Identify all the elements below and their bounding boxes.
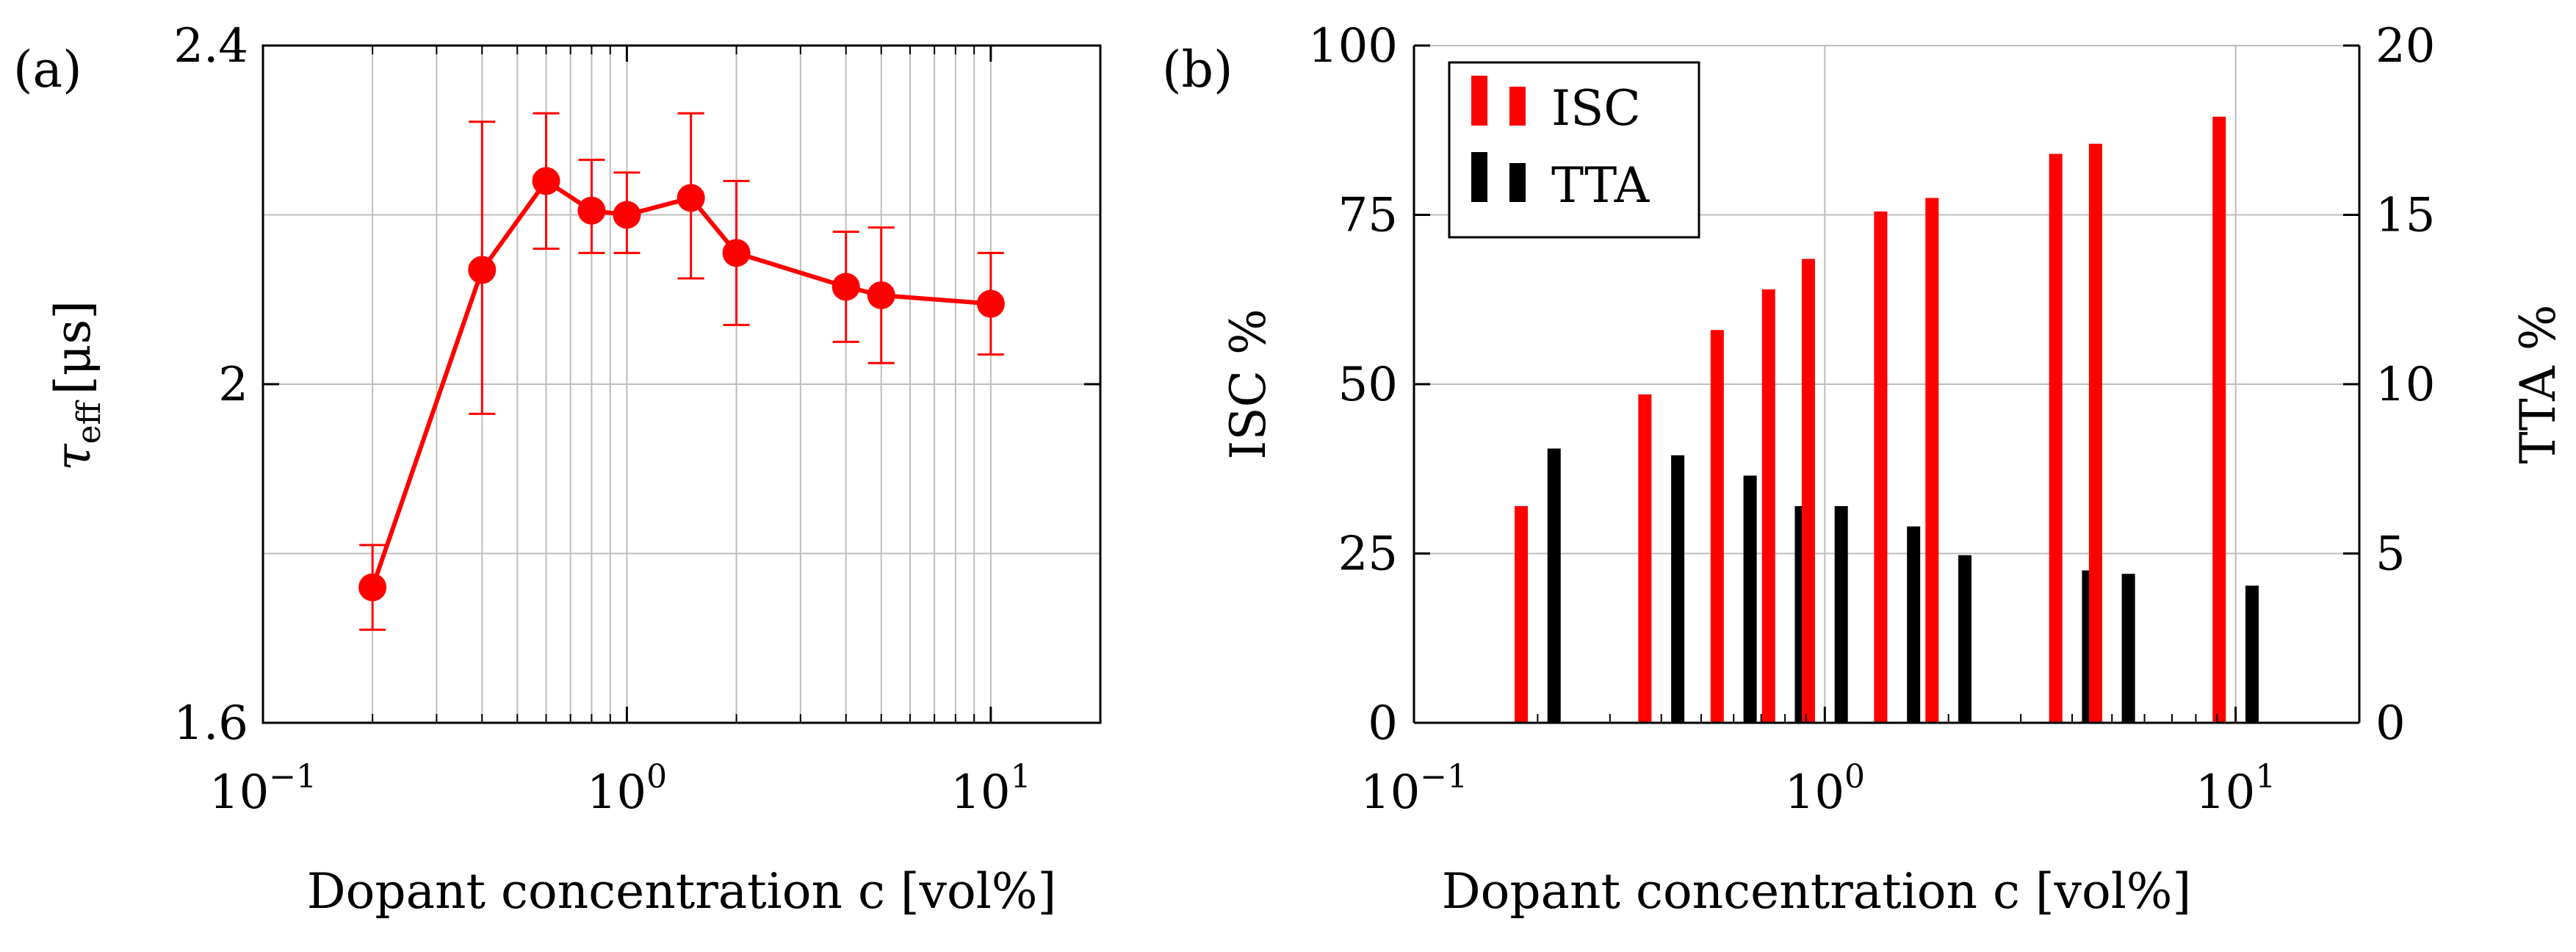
isc-bar: [2212, 116, 2226, 723]
tau-eff-line: [370, 178, 992, 588]
panel-b-ylabel-right: TTA %: [2510, 304, 2566, 464]
panel-a-xtick-label-base: 10: [587, 765, 646, 820]
panel-a-grid: [262, 45, 1100, 724]
panel-b-ytick-right-label: 20: [2375, 19, 2435, 73]
panel-a-xtick-label: 10−1: [209, 758, 317, 820]
panel-b-xtick-label-base: 10: [1360, 765, 1420, 820]
legend-tta-swatch-2: [1509, 163, 1526, 202]
panel-b-bars: [1514, 116, 2259, 723]
isc-bar: [1710, 330, 1724, 723]
isc-bar: [1874, 211, 1888, 723]
panel-a-ylabel-sub: eff: [71, 400, 108, 444]
data-point: [358, 573, 387, 602]
data-point: [677, 184, 705, 212]
panel-b-xtick-label: 100: [1785, 758, 1865, 820]
data-point: [577, 196, 606, 225]
panel-a-ylabel: τeff [μs]: [45, 300, 108, 471]
panel-b-xtick-label: 101: [2196, 758, 2276, 820]
panel-a-series: [358, 112, 1005, 631]
panel-b-label: (b): [1162, 41, 1233, 99]
tta-bar: [1547, 448, 1561, 723]
panel-b-ytick-left-label: 25: [1338, 527, 1398, 582]
panel-b-xtick-label-exp: −1: [1420, 758, 1468, 796]
panel-b-ytick-left-label: 0: [1368, 696, 1398, 751]
panel-b-xtick-label-exp: 0: [1844, 758, 1865, 796]
legend-tta-label: TTA: [1551, 157, 1650, 214]
data-point: [613, 201, 641, 229]
tta-bar: [1671, 455, 1685, 723]
panel-a-ytick-label: 2: [218, 358, 248, 412]
data-point: [532, 167, 560, 195]
isc-bar: [1761, 289, 1775, 723]
legend: ISC TTA: [1448, 61, 1700, 239]
legend-isc-label: ISC: [1551, 80, 1641, 137]
panel-a-ytick-label: 2.4: [173, 19, 248, 73]
svg-text:τeff[μs]: τeff [μs]: [45, 300, 108, 471]
panel-a-ylabel-symbol: τ: [45, 443, 101, 471]
panel-a-xtick-label-base: 10: [950, 765, 1010, 820]
panel-a-ytick-label: 1.6: [173, 696, 248, 751]
panel-b-ytick-left-label: 50: [1338, 358, 1398, 412]
panel-a-ylabel-unit: [μs]: [45, 300, 101, 394]
panel-a-xtick-label: 100: [587, 758, 667, 820]
data-point: [722, 239, 751, 267]
legend-box: [1448, 61, 1700, 239]
data-point: [867, 281, 895, 309]
tta-bar: [1958, 555, 1972, 723]
isc-bar: [1638, 394, 1652, 723]
isc-bar: [1925, 198, 1939, 723]
panel-b-ytick-right-label: 0: [2375, 696, 2406, 751]
panel-a-xtick-label-exp: 0: [646, 758, 667, 796]
panel-b-xtick-label-exp: 1: [2255, 758, 2276, 796]
panel-b-xlabel: Dopant concentration c [vol%]: [1442, 863, 2192, 920]
tta-bar: [1834, 505, 1848, 723]
isc-bar: [1801, 259, 1815, 723]
panel-b-ylabel-left: ISC %: [1220, 309, 1277, 459]
data-point: [831, 273, 860, 301]
panel-b-xtick-label-base: 10: [1785, 765, 1844, 820]
legend-isc-swatch-1: [1471, 76, 1487, 126]
panel-b-ytick-left-label: 75: [1338, 189, 1398, 243]
tta-bar: [1907, 526, 1921, 723]
panel-b-xtick-label: 10−1: [1360, 758, 1468, 820]
isc-bar: [2088, 143, 2102, 723]
data-point: [468, 256, 497, 284]
tta-bar: [1743, 475, 1757, 723]
panel-a-label: (a): [13, 41, 82, 99]
panel-a-xlabel: Dopant concentration c [vol%]: [307, 863, 1057, 920]
panel-a-xtick-label-base: 10: [209, 765, 269, 820]
isc-bar: [2049, 154, 2063, 723]
panel-b-xtick-label-base: 10: [2196, 765, 2255, 820]
isc-bar: [1514, 505, 1528, 723]
panel-b-ytick-right-label: 5: [2375, 527, 2406, 582]
panel-b-ytick-right-label: 10: [2375, 358, 2435, 412]
tta-bar: [2121, 574, 2135, 723]
panel-a-xtick-label-exp: −1: [269, 758, 317, 796]
legend-tta-swatch-1: [1471, 152, 1487, 202]
panel-a-xtick-label-exp: 1: [1011, 758, 1031, 796]
tta-bar: [2245, 585, 2259, 723]
panel-b-ytick-right-label: 15: [2375, 189, 2435, 243]
legend-isc-swatch-2: [1509, 87, 1526, 126]
panel-a-xtick-label: 101: [950, 758, 1031, 820]
panel-b-ytick-left-label: 100: [1308, 19, 1398, 73]
data-point: [976, 289, 1005, 318]
